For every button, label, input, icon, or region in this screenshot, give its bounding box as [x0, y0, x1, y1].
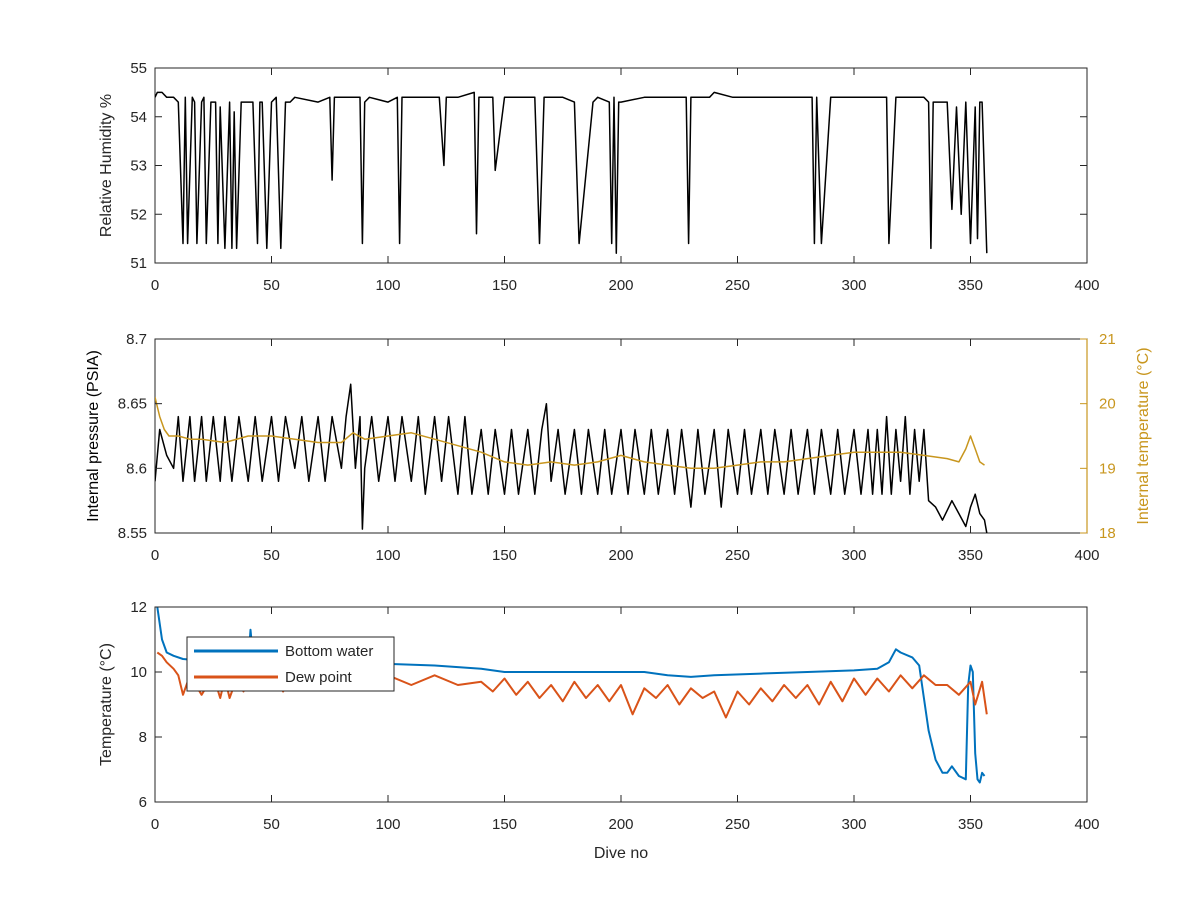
x-tick-label: 400	[1074, 547, 1099, 564]
y-tick-label: 54	[130, 109, 147, 126]
panel-3: 0 50 100 150 200 250 300 350 400 6 8 10 12 Temperatur…	[98, 599, 1100, 862]
y2-tick-label: 18	[1099, 525, 1116, 542]
x-tick-label: 200	[608, 816, 633, 833]
x-tick-label: 50	[263, 277, 280, 294]
x-tick-label: 50	[263, 547, 280, 564]
y-tick-label: 52	[130, 206, 147, 223]
x-tick-label: 200	[608, 547, 633, 564]
x-tick-label: 300	[841, 816, 866, 833]
y2-tick-label: 19	[1099, 460, 1116, 477]
legend: Bottom water Dew point	[186, 636, 395, 692]
y-tick-label: 8.55	[118, 525, 147, 542]
x-tick-label: 150	[492, 547, 517, 564]
y2-axis-label: Internal temperature (°C)	[1135, 347, 1152, 524]
x-tick-label: 100	[375, 277, 400, 294]
legend-entry-dew-point: Dew point	[285, 669, 353, 686]
y-tick-label: 10	[130, 664, 147, 681]
panel-1: 0 50 100 150 200 250 300 350 400 51 52 53 54 55 Relati…	[98, 60, 1100, 294]
data-lines	[155, 91, 988, 254]
x-tick-label: 250	[725, 816, 750, 833]
x-tick-label: 350	[958, 547, 983, 564]
x-tick-label: 150	[492, 816, 517, 833]
x-tick-label: 150	[492, 277, 517, 294]
y-tick-label: 8.6	[126, 460, 147, 477]
x-tick-label: 300	[841, 547, 866, 564]
x-tick-label: 350	[958, 277, 983, 294]
data-lines	[155, 383, 988, 533]
y2-tick-label: 21	[1099, 331, 1116, 348]
x-tick-label: 0	[151, 816, 159, 833]
y-axis-label: Temperature (°C)	[98, 643, 115, 766]
series-line-bottom-water	[156, 607, 986, 784]
y-tick-label: 6	[139, 794, 147, 811]
series-line-left	[155, 383, 988, 533]
y-tick-label: 53	[130, 158, 147, 175]
y-axis-label: Internal pressure (PSIA)	[85, 350, 102, 522]
x-tick-label: 50	[263, 816, 280, 833]
x-tick-label: 300	[841, 277, 866, 294]
y-tick-label: 12	[130, 599, 147, 616]
series-line-right	[155, 397, 985, 470]
x-tick-label: 400	[1074, 816, 1099, 833]
x-axis-label: Dive no	[594, 845, 648, 862]
y-tick-label: 8	[139, 729, 147, 746]
x-tick-label: 250	[725, 277, 750, 294]
legend-box	[186, 636, 395, 692]
x-tick-label: 400	[1074, 277, 1099, 294]
y-tick-label: 8.7	[126, 331, 147, 348]
x-tick-label: 0	[151, 547, 159, 564]
x-tick-label: 350	[958, 816, 983, 833]
series-line-main	[155, 91, 988, 254]
x-tick-label: 100	[375, 547, 400, 564]
legend-entry-bottom-water: Bottom water	[285, 643, 373, 660]
y-tick-label: 51	[130, 255, 147, 272]
y-axis-label: Relative Humidity %	[98, 94, 115, 237]
x-tick-label: 100	[375, 816, 400, 833]
x-tick-label: 200	[608, 277, 633, 294]
x-tick-label: 0	[151, 277, 159, 294]
y-tick-label: 55	[130, 60, 147, 77]
panel-2: 0 50 100 150 200 250 300 350 400 8.55 8.6 8.65 8.7 18…	[85, 331, 1152, 564]
y-tick-label: 8.65	[118, 396, 147, 413]
y2-tick-label: 20	[1099, 396, 1116, 413]
x-tick-label: 250	[725, 547, 750, 564]
